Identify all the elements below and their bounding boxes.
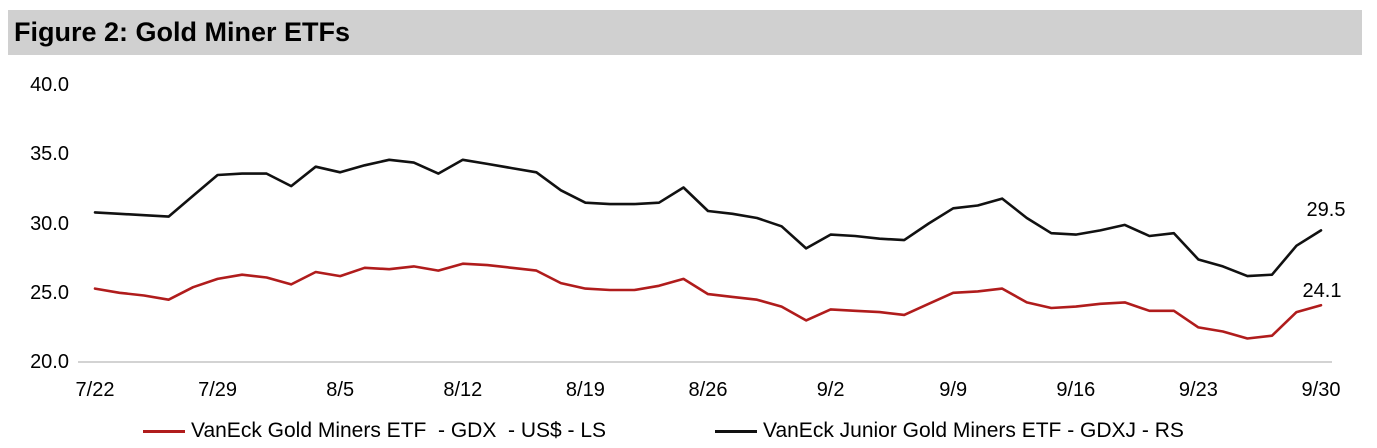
legend-label-gdx: VanEck Gold Miners ETF - GDX - US$ - LS <box>191 419 607 442</box>
gdx-line-swatch-icon <box>143 429 185 433</box>
series-line <box>93 158 1323 278</box>
y-axis-tick-label: 30.0 <box>30 212 69 235</box>
x-axis-tick-label: 8/5 <box>326 379 355 401</box>
y-axis-tick-label: 35.0 <box>30 143 69 166</box>
gdxj-end-value-label: 29.5 <box>1306 199 1346 222</box>
x-axis-tick-label: 9/30 <box>1301 379 1341 401</box>
x-axis-tick-label: 7/29 <box>198 379 238 401</box>
legend-entry-gdx: VanEck Gold Miners ETF - GDX - US$ - LS <box>143 418 606 444</box>
legend-label-gdxj: VanEck Junior Gold Miners ETF - GDXJ - R… <box>763 419 1184 442</box>
x-axis-tick-label: 9/16 <box>1056 379 1096 401</box>
legend-entry-gdxj: VanEck Junior Gold Miners ETF - GDXJ - R… <box>715 418 1184 444</box>
series-line <box>93 262 1323 340</box>
figure-title-bar: Figure 2: Gold Miner ETFs <box>8 10 1362 55</box>
x-axis-tick-label: 8/26 <box>688 379 728 401</box>
gdx-end-value-label: 24.1 <box>1302 280 1342 303</box>
gdxj-line-swatch-icon <box>715 429 757 433</box>
x-axis-tick-label: 9/2 <box>816 379 845 401</box>
y-axis-tick-label: 40.0 <box>30 74 69 96</box>
x-axis-tick-label: 9/23 <box>1178 379 1218 401</box>
x-axis-tick-label: 7/22 <box>75 379 115 401</box>
x-axis-tick-label: 9/9 <box>939 379 968 401</box>
figure-title: Figure 2: Gold Miner ETFs <box>14 17 351 47</box>
x-axis-baseline <box>78 361 1332 363</box>
x-axis-tick-label: 8/19 <box>565 379 605 401</box>
y-axis-tick-label: 20.0 <box>30 351 69 373</box>
y-axis-tick-label: 25.0 <box>30 281 69 304</box>
x-axis-tick-label: 8/12 <box>443 379 483 401</box>
